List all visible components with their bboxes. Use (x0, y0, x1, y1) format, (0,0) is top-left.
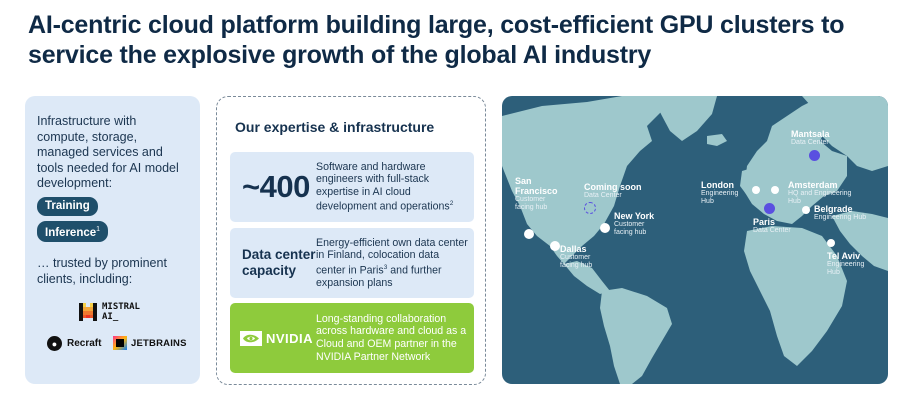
paris-name: Paris (753, 217, 776, 227)
map-landmass (502, 96, 888, 384)
page-title: AI-centric cloud platform building large… (28, 11, 845, 69)
training-pill-label: Training (45, 199, 90, 212)
london-name: London (701, 180, 734, 190)
nvidia-logo-text: NVIDIA (266, 330, 314, 346)
london-desc: Engineering Hub (701, 190, 739, 205)
coming-soon-name: Coming soon (584, 182, 642, 192)
engineers-description: Software and hardware engineers with ful… (316, 161, 474, 214)
belgrade-desc: Engineering Hub (814, 214, 867, 221)
mistral-icon (79, 303, 97, 321)
mistral-logo: MISTRAL AI_ (79, 302, 148, 322)
belgrade-label: Belgrade Engineering Hub (814, 204, 879, 222)
engineers-text: Software and hardware engineers with ful… (316, 160, 450, 213)
amsterdam-marker (771, 186, 779, 194)
services-intro: Infrastructure with compute, storage, ma… (37, 114, 179, 190)
services-panel: Infrastructure with compute, storage, ma… (25, 96, 200, 384)
mistral-logo-text: MISTRAL AI_ (102, 302, 140, 322)
mantsala-desc: Data Center (791, 139, 829, 146)
london-label: London Engineering Hub (701, 180, 746, 206)
belgrade-marker (802, 206, 810, 214)
inference-pill-label: Inference (45, 226, 97, 239)
recraft-icon: ● (47, 336, 62, 351)
datacenter-description: Energy-efficient own data center in Finl… (316, 237, 474, 290)
san-francisco-name: San Francisco (515, 176, 558, 196)
coming-soon-label: Coming soon Data Center (584, 182, 642, 200)
recraft-logo-text: Recraft (67, 338, 102, 349)
nvidia-eye-icon (240, 330, 262, 346)
tel-aviv-name: Tel Aviv (827, 251, 861, 261)
nvidia-card: NVIDIA Long-standing collaboration acros… (230, 303, 474, 373)
datacenter-text-a: Energy-efficient own data center in Finl… (316, 236, 468, 277)
datacenter-card: Data center capacity Energy-efficient ow… (230, 228, 474, 298)
dallas-name: Dallas (560, 244, 587, 254)
mantsala-label: Mantsala Data Center (791, 129, 830, 147)
belgrade-name: Belgrade (814, 204, 853, 214)
jetbrains-logo-text: JETBRAINS (131, 337, 187, 349)
dallas-label: Dallas Customer facing hub (560, 244, 600, 270)
tel-aviv-label: Tel Aviv Engineering Hub (827, 251, 877, 277)
inference-footnote: 1 (96, 225, 101, 233)
new-york-label: New York Customer facing hub (614, 211, 664, 237)
training-pill: Training (37, 196, 98, 216)
inference-pill: Inference1 (37, 220, 109, 243)
coming-soon-desc: Data Center (584, 192, 622, 199)
new-york-desc: Customer facing hub (614, 221, 647, 236)
mantsala-name: Mantsala (791, 129, 830, 139)
san-francisco-desc: Customer facing hub (515, 196, 548, 211)
san-francisco-label: San Francisco Customer facing hub (515, 176, 570, 212)
world-map: San Francisco Customer facing hub Coming… (502, 96, 888, 384)
engineers-card: ~400 Software and hardware engineers wit… (230, 152, 474, 222)
tel-aviv-marker (827, 239, 835, 247)
nvidia-description: Long-standing collaboration across hardw… (316, 312, 467, 363)
trusted-text: … trusted by prominent clients, includin… (37, 256, 167, 286)
paris-marker (764, 203, 775, 214)
paris-desc: Data Center (753, 227, 791, 234)
amsterdam-desc: HQ and Engineering Hub (788, 190, 852, 205)
new-york-marker (600, 223, 610, 233)
tel-aviv-desc: Engineering Hub (827, 261, 865, 276)
jetbrains-logo: JETBRAINS (113, 336, 187, 350)
jetbrains-icon (113, 336, 127, 350)
dallas-desc: Customer facing hub (560, 254, 593, 269)
expertise-panel: Our expertise & infrastructure ~400 Soft… (216, 96, 486, 385)
amsterdam-label: Amsterdam HQ and Engineering Hub (788, 180, 863, 206)
engineers-count: ~400 (242, 169, 310, 204)
recraft-logo: ● Recraft (47, 336, 101, 351)
engineers-footnote: 2 (449, 200, 454, 208)
amsterdam-name: Amsterdam (788, 180, 838, 190)
expertise-heading: Our expertise & infrastructure (235, 119, 435, 135)
paris-label: Paris Data Center (753, 217, 791, 235)
nvidia-logo: NVIDIA (230, 330, 316, 346)
dallas-marker (550, 241, 560, 251)
mantsala-marker (809, 150, 820, 161)
datacenter-footnote: 3 (383, 263, 388, 271)
datacenter-text-b: and further expansion plans (316, 264, 442, 289)
london-marker (752, 186, 760, 194)
new-york-name: New York (614, 211, 655, 221)
san-francisco-marker (524, 229, 534, 239)
datacenter-label: Data center capacity (242, 247, 316, 278)
coming-soon-marker (584, 202, 596, 214)
